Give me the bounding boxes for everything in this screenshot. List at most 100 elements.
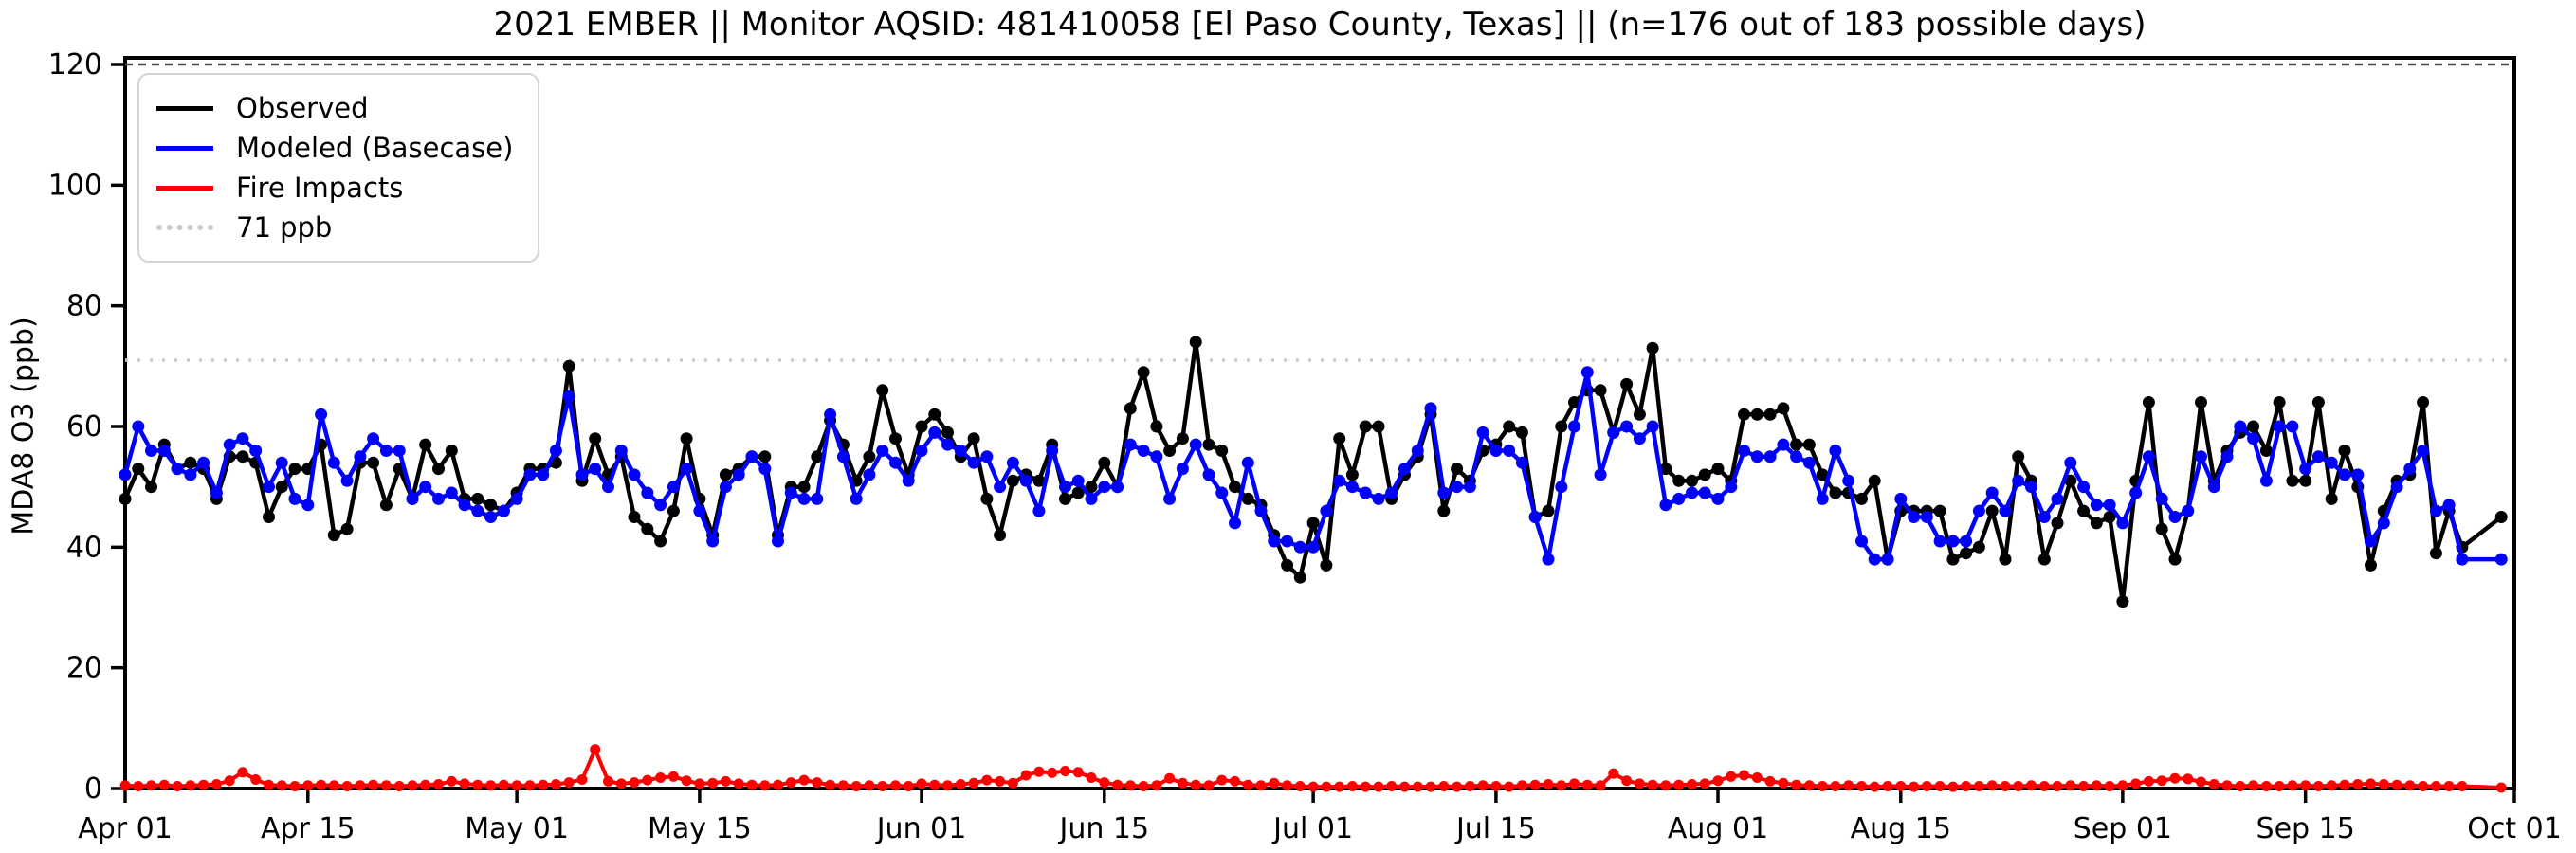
data-point-marker	[1306, 517, 1320, 530]
data-point-marker	[1086, 772, 1097, 783]
data-point-marker	[1452, 781, 1463, 792]
data-point-marker	[2286, 474, 2299, 487]
data-point-marker	[1542, 504, 1555, 517]
data-point-marker	[1345, 468, 1359, 481]
data-point-marker	[1908, 511, 1921, 523]
data-point-marker	[955, 779, 966, 789]
data-point-marker	[575, 468, 589, 481]
data-point-marker	[2064, 474, 2077, 487]
data-point-marker	[2351, 468, 2365, 481]
data-point-marker	[1750, 408, 1763, 421]
data-point-marker	[276, 780, 287, 791]
data-point-marker	[1059, 492, 1071, 505]
data-point-marker	[1306, 540, 1320, 554]
data-point-marker	[890, 780, 901, 791]
data-point-marker	[1150, 450, 1163, 463]
data-point-marker	[146, 780, 156, 791]
data-point-marker	[1071, 486, 1085, 499]
data-point-marker	[2326, 780, 2337, 791]
data-point-marker	[1111, 481, 1124, 494]
data-point-marker	[2077, 504, 2091, 517]
data-point-marker	[498, 779, 509, 790]
legend-item-label: 71 ppb	[236, 211, 333, 244]
data-point-marker	[2038, 781, 2050, 791]
y-tick-label: 20	[66, 652, 102, 685]
x-tick-label: Sep 01	[2074, 812, 2172, 845]
data-point-marker	[1124, 402, 1137, 415]
data-point-marker	[1868, 553, 1881, 566]
data-point-marker	[1581, 779, 1593, 790]
data-point-marker	[2220, 450, 2234, 463]
data-point-marker	[1372, 420, 1385, 433]
data-point-marker	[1946, 535, 1960, 548]
data-point-marker	[1594, 384, 1607, 397]
x-tick-label: Apr 01	[78, 812, 173, 845]
data-point-marker	[288, 492, 301, 505]
data-point-marker	[1059, 481, 1071, 494]
data-point-marker	[1268, 535, 1281, 548]
data-point-marker	[2429, 547, 2442, 560]
data-point-marker	[641, 522, 654, 535]
data-point-marker	[1124, 780, 1136, 791]
data-point-marker	[1647, 779, 1658, 790]
data-point-marker	[1516, 780, 1527, 791]
data-point-marker	[1254, 504, 1268, 517]
data-point-marker	[380, 780, 392, 791]
data-point-marker	[812, 777, 823, 789]
data-point-marker	[2287, 780, 2298, 791]
data-point-marker	[876, 445, 889, 457]
data-point-marker	[1816, 492, 1829, 505]
data-point-marker	[471, 504, 484, 517]
data-point-marker	[1504, 781, 1515, 792]
data-point-marker	[1032, 474, 1046, 487]
data-point-marker	[1215, 445, 1229, 457]
data-point-marker	[1203, 780, 1215, 791]
data-point-marker	[445, 445, 458, 457]
data-point-marker	[1060, 766, 1070, 776]
data-point-marker	[1137, 366, 1150, 379]
data-point-marker	[850, 781, 862, 791]
data-point-marker	[1047, 767, 1058, 778]
data-point-marker	[2273, 420, 2286, 433]
data-point-marker	[2365, 558, 2377, 572]
data-point-marker	[327, 529, 340, 542]
data-point-marker	[759, 780, 771, 791]
data-point-marker	[1829, 486, 1842, 499]
data-point-marker	[2366, 778, 2376, 789]
data-point-marker	[2142, 396, 2155, 408]
data-point-marker	[1072, 767, 1084, 778]
data-point-marker	[995, 775, 1006, 787]
data-point-marker	[2274, 781, 2285, 791]
data-point-marker	[1698, 468, 1711, 481]
data-point-marker	[1621, 775, 1633, 787]
data-point-marker	[2129, 486, 2143, 499]
data-point-marker	[733, 778, 744, 789]
data-point-marker	[576, 774, 588, 785]
data-point-marker	[198, 779, 210, 790]
data-point-marker	[1386, 781, 1398, 791]
data-point-marker	[2012, 474, 2025, 487]
data-point-marker	[785, 777, 796, 789]
data-point-marker	[2065, 780, 2076, 791]
data-point-marker	[1085, 492, 1098, 505]
data-point-marker	[1334, 781, 1345, 792]
data-point-marker	[459, 778, 470, 789]
x-tick-label: Jul 15	[1454, 812, 1536, 845]
data-point-marker	[928, 408, 941, 421]
data-point-marker	[2103, 499, 2116, 512]
data-point-marker	[1672, 492, 1686, 505]
y-tick-label: 40	[66, 531, 102, 564]
legend-item-label: Fire Impacts	[236, 172, 404, 204]
data-point-marker	[1972, 504, 1985, 517]
data-point-marker	[824, 408, 837, 421]
data-point-marker	[2013, 781, 2024, 791]
data-point-marker	[1437, 486, 1451, 499]
legend-item-observed: Observed	[156, 88, 513, 128]
data-point-marker	[1373, 781, 1384, 792]
data-point-marker	[1411, 445, 1424, 457]
data-point-marker	[1673, 779, 1685, 790]
data-point-marker	[407, 780, 418, 791]
data-point-marker	[941, 426, 954, 439]
data-point-marker	[980, 492, 994, 505]
data-point-marker	[2064, 456, 2077, 469]
